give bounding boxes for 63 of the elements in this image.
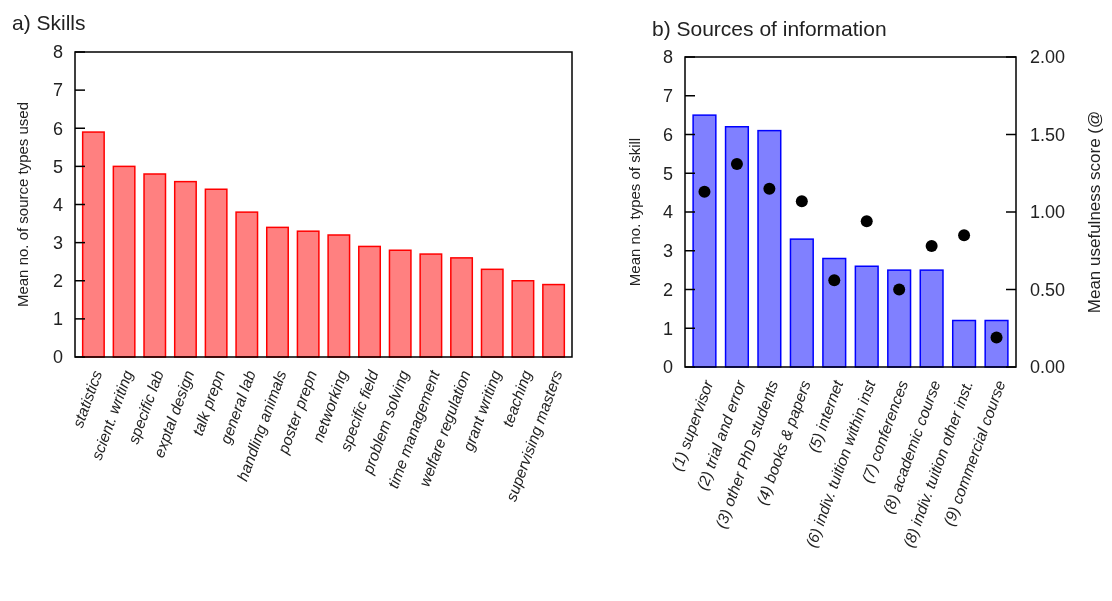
bar xyxy=(327,234,351,358)
bar xyxy=(511,280,535,358)
y-tick-label: 0 xyxy=(52,347,63,368)
y-tick-label: 2 xyxy=(52,271,63,292)
bar xyxy=(757,129,782,368)
y-axis-title: Mean no. of source types used xyxy=(14,101,31,308)
point xyxy=(795,195,808,208)
y-tick-label: 5 xyxy=(662,163,673,184)
bar xyxy=(480,268,504,358)
y-tick-label: 2 xyxy=(662,279,673,300)
chart-title: a) Skills xyxy=(12,11,86,34)
bar xyxy=(919,269,944,368)
bar xyxy=(81,131,105,358)
y-tick-label: 7 xyxy=(662,86,673,107)
bar xyxy=(112,165,136,358)
bar xyxy=(724,126,750,368)
y-tick-label: 3 xyxy=(662,241,673,262)
bar xyxy=(822,257,847,368)
point xyxy=(958,229,971,242)
point xyxy=(925,240,938,253)
bar xyxy=(388,249,412,358)
y-tick-label: 1 xyxy=(52,309,63,330)
bar xyxy=(419,253,443,358)
bar xyxy=(235,211,259,358)
chart-title: b) Sources of information xyxy=(652,17,887,40)
bar xyxy=(887,269,912,368)
y-tick-label: 1 xyxy=(662,318,673,339)
y-tick-label: 6 xyxy=(662,124,673,145)
y2-tick-label: 1.50 xyxy=(1030,124,1066,145)
bar xyxy=(542,283,566,358)
bar xyxy=(143,173,167,358)
point xyxy=(763,182,776,195)
bar xyxy=(951,319,977,368)
bar xyxy=(450,257,474,358)
bar xyxy=(173,180,197,358)
point xyxy=(730,157,743,170)
y-axis-title: Mean no. types of skill xyxy=(626,137,643,287)
point xyxy=(698,185,711,198)
bar xyxy=(854,265,879,368)
y-tick-label: 4 xyxy=(52,194,63,215)
y2-tick-label: 2.00 xyxy=(1030,47,1066,68)
bar xyxy=(692,114,717,368)
bar xyxy=(789,238,814,368)
y-tick-label: 7 xyxy=(52,80,63,101)
y-tick-label: 3 xyxy=(52,232,63,253)
bar xyxy=(265,226,289,358)
y2-tick-label: 1.00 xyxy=(1030,202,1066,223)
point xyxy=(860,215,873,228)
point xyxy=(828,274,841,287)
y-tick-label: 4 xyxy=(662,202,673,223)
bar xyxy=(296,230,320,358)
y-tick-label: 0 xyxy=(662,357,673,378)
bar xyxy=(984,319,1009,368)
point xyxy=(893,283,906,296)
y2-tick-label: 0.00 xyxy=(1030,357,1066,378)
y-tick-label: 8 xyxy=(662,47,673,68)
y2-axis-title: Mean usefulness score (@ xyxy=(1085,110,1104,314)
y-tick-label: 6 xyxy=(52,118,63,139)
bar xyxy=(204,188,228,358)
bar xyxy=(358,245,382,358)
y-tick-label: 8 xyxy=(52,42,63,63)
y2-tick-label: 0.50 xyxy=(1030,279,1066,300)
y-tick-label: 5 xyxy=(52,156,63,177)
